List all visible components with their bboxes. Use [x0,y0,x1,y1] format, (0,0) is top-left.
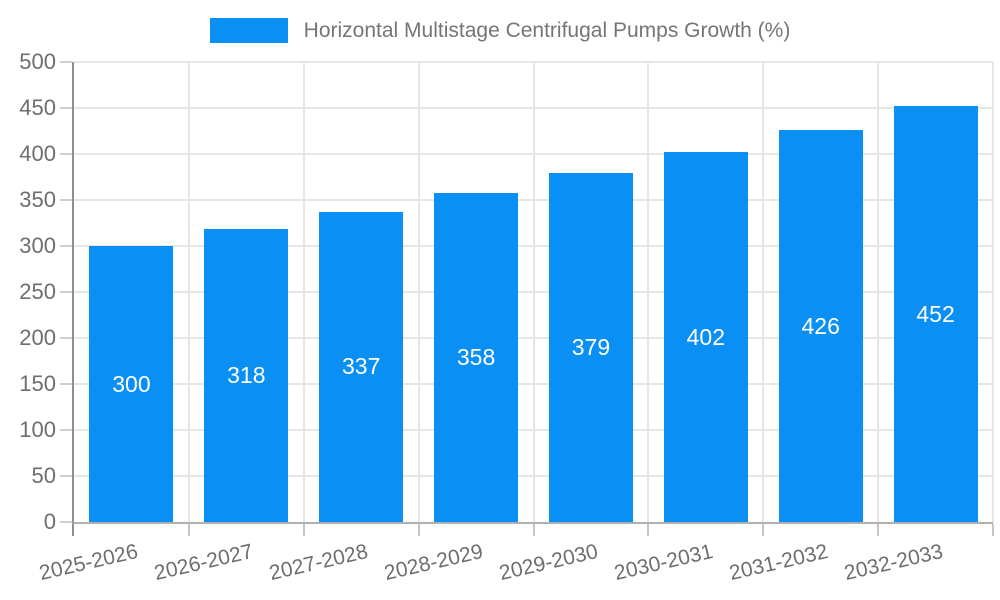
bar-value-label: 300 [112,370,151,397]
x-tick-mark [72,524,74,536]
y-tick-label: 350 [19,187,56,212]
y-tick-label: 200 [19,325,56,350]
y-tick-mark [60,475,72,477]
gridline-vertical [647,62,650,522]
legend-swatch-icon [209,18,288,43]
y-tick-mark [60,337,72,339]
y-tick-mark [60,153,72,155]
x-tick-mark [187,524,190,536]
x-tick-label: 2029-2030 [497,540,601,586]
y-tick-mark [60,383,72,385]
y-tick-mark [60,61,72,63]
legend-label: Horizontal Multistage Centrifugal Pumps … [303,18,791,42]
gridline-vertical [762,62,765,522]
y-tick-label: 250 [19,279,56,304]
x-tick-label: 2027-2028 [267,540,371,586]
x-tick-label: 2030-2031 [611,540,715,586]
bar[interactable]: 300 [89,246,174,522]
x-tick-mark [417,524,420,536]
bar-value-label: 426 [801,312,840,339]
x-tick-mark [762,524,765,536]
y-tick-mark [60,291,72,293]
x-tick-mark [302,524,305,536]
bar[interactable]: 318 [204,229,289,522]
bar-value-label: 318 [227,362,266,389]
x-tick-mark [532,524,535,536]
y-tick-label: 50 [31,463,56,488]
x-tick-label: 2026-2027 [152,540,256,586]
bar-value-label: 358 [456,343,496,370]
x-tick-label: 2032-2033 [841,540,945,586]
x-tick-label: 2025-2026 [37,540,141,586]
x-tick-mark [877,524,880,536]
x-tick-label: 2031-2032 [726,540,830,586]
gridline-vertical [302,62,305,522]
plot-area: 300 318 337 358 379 402 426 452 [60,61,994,536]
gridline-vertical [417,62,420,522]
gridline-vertical [877,62,880,522]
y-tick-label: 300 [19,233,56,258]
bar[interactable]: 452 [893,106,978,522]
gridline-vertical [992,62,994,522]
bar[interactable]: 426 [778,130,863,522]
y-tick-label: 450 [19,95,56,120]
bar[interactable]: 402 [663,152,748,522]
gridline-vertical [187,62,190,522]
x-tick-mark [647,524,650,536]
y-tick-mark [60,245,72,247]
bar[interactable]: 358 [434,192,519,522]
bar-value-label: 337 [342,353,381,380]
x-tick-label: 2028-2029 [382,540,486,586]
y-tick-label: 500 [19,49,56,74]
y-tick-mark [60,107,72,109]
bar[interactable]: 379 [548,173,633,522]
y-tick-mark [60,429,72,431]
y-tick-label: 100 [19,417,56,442]
y-tick-mark [60,199,72,201]
bar-value-label: 402 [686,323,725,350]
bar[interactable]: 337 [319,211,404,522]
bar-value-label: 379 [571,334,611,361]
legend[interactable]: Horizontal Multistage Centrifugal Pumps … [0,18,1000,43]
gridline-vertical [532,62,535,522]
bar-value-label: 452 [916,300,955,327]
y-tick-label: 150 [19,371,56,396]
y-tick-label: 0 [43,509,56,534]
y-tick-label: 400 [19,141,56,166]
x-tick-mark [992,524,994,536]
y-tick-mark [60,521,72,523]
